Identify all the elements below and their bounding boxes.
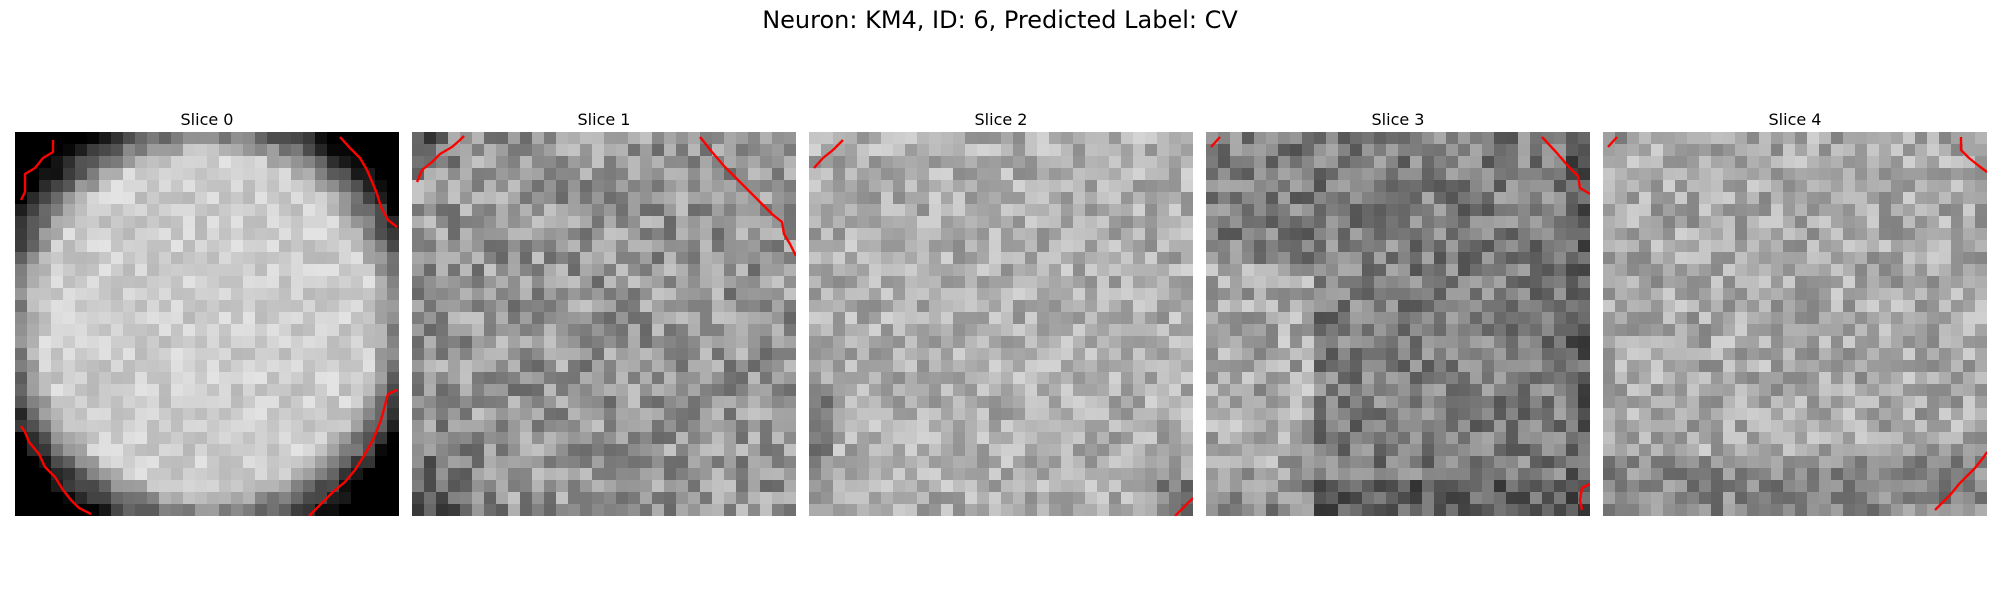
contour-line — [415, 135, 465, 183]
contour-line — [1959, 137, 1987, 173]
contour-line — [1607, 136, 1618, 148]
slice-panel-1: Slice 1 — [412, 108, 796, 516]
contour-line — [1174, 497, 1193, 516]
slice-image-3 — [1206, 132, 1590, 516]
slice-image-4 — [1603, 132, 1987, 516]
contour-line — [1210, 136, 1221, 148]
slice-title-3: Slice 3 — [1371, 110, 1425, 129]
contour-line — [1934, 451, 1987, 511]
slice-pixel-grid — [1206, 132, 1590, 516]
figure-title: Neuron: KM4, ID: 6, Predicted Label: CV — [762, 6, 1238, 34]
slice-pixel-grid — [412, 132, 796, 516]
slice-panel-4: Slice 4 — [1603, 108, 1987, 516]
contour-line — [699, 136, 796, 257]
slice-panel-3: Slice 3 — [1206, 108, 1590, 516]
contour-line — [19, 140, 55, 201]
slice-title-4: Slice 4 — [1768, 110, 1822, 129]
slice-title-2: Slice 2 — [974, 110, 1028, 129]
slice-panel-0: Slice 0 — [15, 108, 399, 516]
contour-line — [20, 425, 92, 516]
slice-pixel-grid — [15, 132, 399, 516]
slice-title-1: Slice 1 — [577, 110, 631, 129]
slice-pixel-grid — [809, 132, 1193, 516]
slice-image-2 — [809, 132, 1193, 516]
slice-pixel-grid — [1603, 132, 1987, 516]
slice-title-0: Slice 0 — [180, 110, 234, 129]
slice-panel-2: Slice 2 — [809, 108, 1193, 516]
contour-line — [1541, 136, 1590, 196]
contour-line — [813, 139, 844, 169]
slice-image-1 — [412, 132, 796, 516]
contour-line — [308, 388, 398, 516]
contour-line — [339, 136, 398, 228]
slice-image-0 — [15, 132, 399, 516]
contour-line — [1578, 482, 1590, 511]
